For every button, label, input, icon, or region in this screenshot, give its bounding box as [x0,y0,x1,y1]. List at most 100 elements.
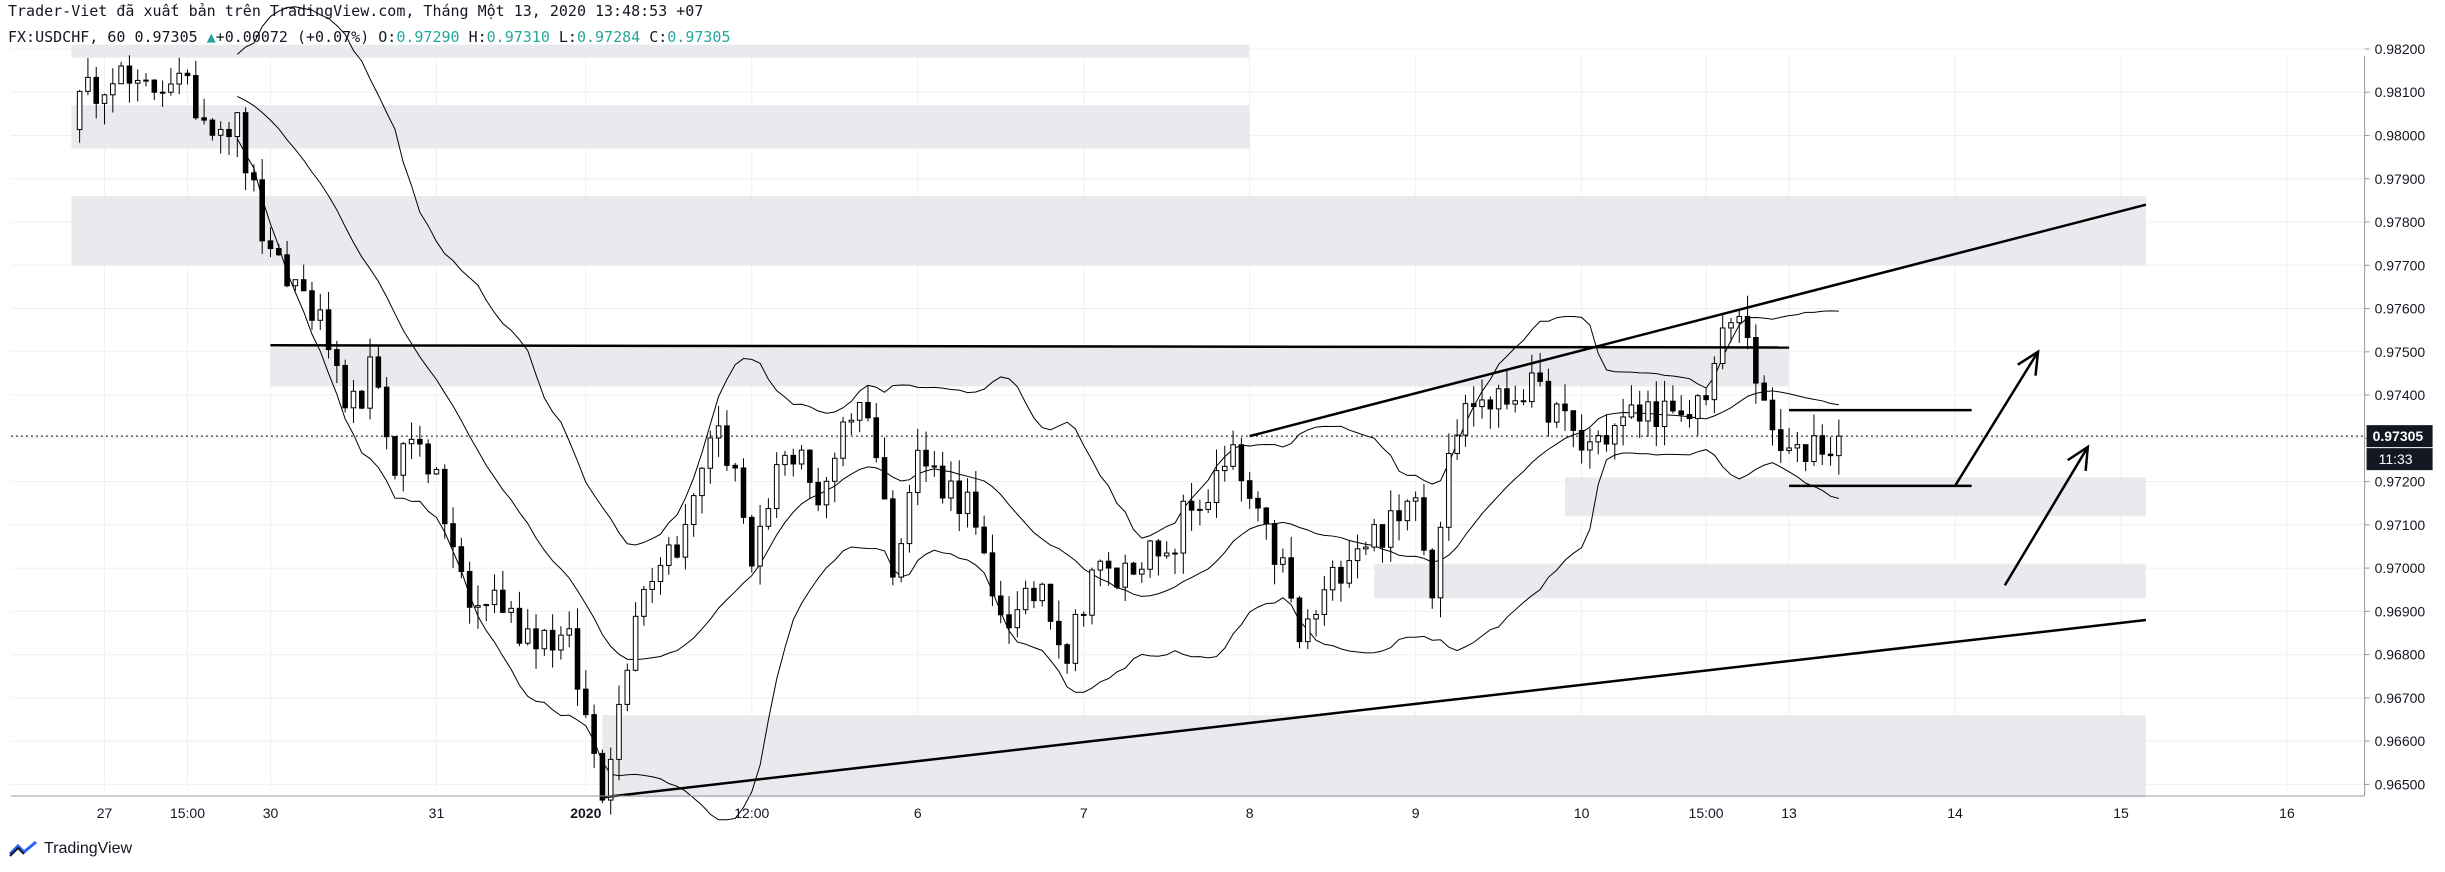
candle [242,107,249,191]
candle-body [1487,399,1494,410]
candle-body [134,79,141,84]
candle [1570,410,1577,448]
candle-body [1047,583,1054,622]
candle-body [1520,400,1527,403]
candle [118,61,124,85]
candle-body [1130,562,1137,575]
candle-body [1628,404,1635,418]
candle-body [1645,401,1651,422]
candle [1006,596,1012,644]
candle-body [964,491,971,515]
time-tick-label: 15:00 [170,805,205,821]
candle [632,602,639,672]
tradingview-brand[interactable]: TradingView [8,840,132,858]
candle-body [151,79,158,93]
candle-body [193,75,199,119]
trendline [1249,203,2147,438]
projection-arrows[interactable] [1953,349,2090,587]
arrow-head [2067,444,2090,471]
candle [831,452,838,503]
candle-body [1089,569,1095,616]
price-tick-label: 0.97000 [2375,560,2426,576]
candle [458,537,465,579]
candle [807,449,813,499]
candle-body [184,72,191,77]
candle [1064,642,1070,674]
candle [682,503,689,570]
candle-body [1271,523,1278,565]
candle-body [118,65,124,85]
candle [1346,539,1353,588]
candle [923,431,929,482]
price-tick-label: 0.96600 [2375,733,2426,749]
candle-body [1188,500,1195,511]
candle-body [1769,399,1776,431]
candle [583,670,589,719]
candle-body [1587,441,1593,451]
candle [1396,494,1402,541]
candle-body [666,544,672,566]
candle-body [724,425,730,466]
candle-body [1470,403,1477,408]
candle-body [1329,566,1336,591]
arrow-shaft [2003,446,2089,587]
candle [1711,356,1718,413]
candle-body [325,309,332,351]
candle-body [1811,435,1817,463]
candle [981,515,987,555]
bollinger-bands [236,6,1839,821]
candle [749,514,755,573]
candle-body [1686,414,1693,420]
candle [1329,560,1336,601]
candle-body [1562,403,1568,412]
candle-body [1105,560,1112,569]
candle-body [1396,510,1402,522]
candle-body [840,421,846,459]
candle [1363,541,1369,556]
candle-body [317,309,324,321]
candle [566,611,573,648]
candle [1114,567,1120,590]
candle-body [1711,362,1718,401]
zone-rect [602,715,2146,798]
candle-body [1495,388,1502,410]
candle-body [226,128,232,138]
zone-rect [270,347,1790,387]
candle [508,601,514,623]
candle-body [217,128,224,136]
candle [607,747,614,815]
candle-body [1022,587,1029,611]
candle [599,749,606,804]
candle [906,484,913,553]
candle-body [1155,540,1162,557]
candle [1728,317,1734,343]
candle-body [939,465,946,499]
arrow-head [2017,349,2040,376]
countdown-box [2366,448,2433,471]
candle-body [1296,597,1303,643]
price-change: +0.00072 (+0.07%) [215,28,370,46]
candle-body [309,290,315,321]
candle [1280,548,1286,573]
candle-body [1529,372,1535,403]
candle-body [624,669,631,705]
candle-body [1313,613,1319,620]
trendlines[interactable] [270,203,2147,799]
candle [699,467,705,514]
candle [798,445,805,470]
candle [715,405,722,457]
last-price: 0.97305 [134,28,198,46]
candle [101,93,108,125]
candle-body [251,172,257,181]
candle [1719,313,1726,370]
candle [466,561,473,624]
candle-body [1080,613,1087,616]
candle [1545,368,1552,437]
ohlc-open-key: O: [378,28,397,46]
axes[interactable]: 0.98200 0.98100 0.98000 0.97900 0.97800 0.977… [10,41,2433,821]
candle-body [699,467,705,497]
candle-body [159,91,166,94]
candle [1645,390,1651,437]
candle-body [956,480,963,515]
